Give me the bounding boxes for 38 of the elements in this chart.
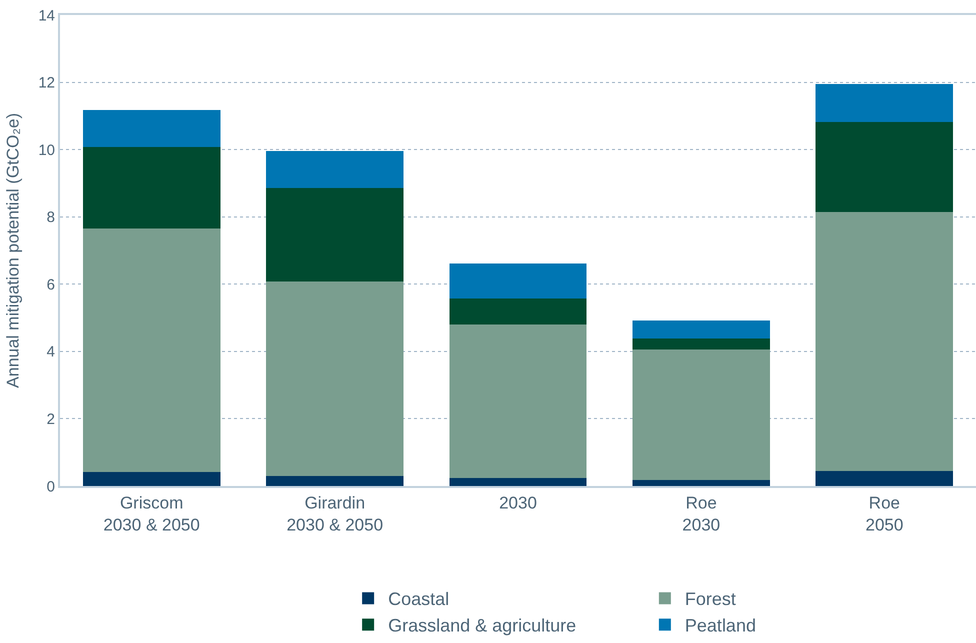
x-tick-label: Roe 2050: [865, 493, 904, 534]
bar: [266, 188, 404, 282]
bar: [449, 298, 587, 325]
y-axis-title: Annual mitigation potential (GtCO₂e): [3, 113, 22, 388]
y-tick-label: 4: [46, 344, 55, 361]
bar: [266, 281, 404, 476]
bar: [82, 472, 220, 486]
bar: [449, 324, 587, 478]
x-tick-label: Griscom 2030 & 2050: [103, 493, 200, 534]
bar: [816, 212, 954, 472]
bar: [449, 264, 587, 299]
x-tick-label: Roe 2030: [682, 493, 720, 534]
legend-label: Coastal: [388, 589, 450, 610]
bar: [632, 320, 770, 338]
bar: [816, 471, 954, 486]
legend-label: Grassland & agriculture: [388, 616, 576, 636]
y-tick-label: 0: [46, 478, 55, 496]
y-tick-label: 14: [38, 7, 55, 24]
bar: [266, 150, 404, 188]
bar: [816, 84, 954, 122]
bar: [82, 228, 220, 472]
legend-label: Peatland: [684, 616, 756, 636]
bar: [632, 338, 770, 350]
y-tick-label: 12: [38, 74, 55, 92]
bar: [449, 478, 587, 486]
bar: [82, 110, 220, 147]
bar: [266, 476, 404, 486]
y-tick-label: 10: [38, 142, 55, 159]
bar: [816, 122, 954, 212]
bar: [632, 349, 770, 480]
y-tick-label: 2: [46, 410, 55, 428]
y-tick-label: 8: [46, 209, 55, 226]
legend-label: Forest: [684, 589, 736, 610]
bar: [82, 146, 220, 229]
x-tick-label: Girardin 2030 & 2050: [286, 493, 384, 534]
y-tick-label: 6: [46, 276, 55, 294]
bar: [632, 480, 770, 486]
x-tick-label: 2030: [499, 493, 537, 512]
